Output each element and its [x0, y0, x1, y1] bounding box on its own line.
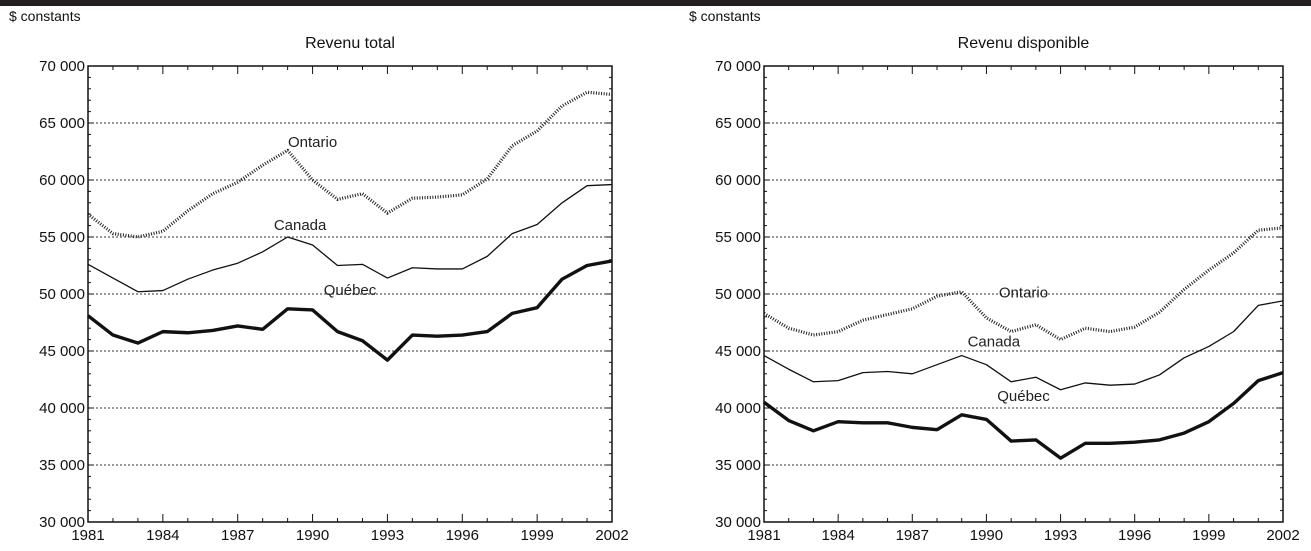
series-label: Ontario	[999, 284, 1048, 301]
y-tick-label: 45 000	[715, 343, 761, 360]
x-tick-label: 1999	[520, 527, 553, 544]
chart-panel-revenu-disponible: $ constants Revenu disponible 30 000 35 000…	[680, 0, 1311, 546]
series-label: Canada	[274, 217, 327, 234]
chart-panel-revenu-total: $ constants Revenu total 30 000 35 000 40 00…	[0, 0, 640, 546]
series-label: Québec	[324, 282, 377, 299]
series-line-canada	[87, 183, 613, 293]
y-tick-label: 60 000	[715, 172, 761, 189]
series-line-qubec	[762, 371, 1284, 460]
x-tick-label: 1984	[146, 527, 179, 544]
chart-revenu-total: $ constants Revenu total 30 000 35 000 40 00…	[9, 8, 629, 544]
x-tick-label: 2002	[1266, 527, 1299, 544]
top-bar	[0, 0, 1311, 6]
x-tick-label: 1996	[446, 527, 479, 544]
y-tick-label: 65 000	[715, 115, 761, 132]
y-tick-label: 70 000	[39, 58, 85, 75]
y-tick-label: 55 000	[715, 229, 761, 246]
y-tick-label: 70 000	[715, 58, 761, 75]
x-tick-label: 1996	[1118, 527, 1151, 544]
x-tick-label: 1981	[747, 527, 780, 544]
chart-revenu-disponible: $ constants Revenu disponible 30 000 35 000…	[689, 8, 1300, 544]
y-tick-label: 60 000	[39, 172, 85, 189]
x-tick-label: 1999	[1192, 527, 1225, 544]
x-tick-label: 1987	[221, 527, 254, 544]
x-tick-label: 1993	[371, 527, 404, 544]
series-label: Canada	[968, 333, 1021, 350]
series-line-qubec	[86, 259, 613, 362]
series-label: Ontario	[288, 134, 337, 151]
y-tick-label: 65 000	[39, 115, 85, 132]
y-tick-label: 55 000	[39, 229, 85, 246]
series-line-canada	[763, 300, 1284, 391]
y-tick-label: 35 000	[39, 457, 85, 474]
y-tick-label: 40 000	[39, 400, 85, 417]
y-tick-label: 30 000	[39, 514, 85, 531]
chart-title: Revenu total	[305, 35, 395, 52]
y-tick-label: 40 000	[715, 400, 761, 417]
x-tick-label: 1990	[970, 527, 1003, 544]
series-label: Québec	[997, 388, 1050, 405]
y-tick-label: 50 000	[715, 286, 761, 303]
y-tick-label: 50 000	[39, 286, 85, 303]
y-tick-label: 45 000	[39, 343, 85, 360]
x-tick-label: 1987	[896, 527, 929, 544]
x-tick-label: 1984	[821, 527, 854, 544]
y-unit-label: $ constants	[689, 8, 761, 24]
y-unit-label: $ constants	[9, 8, 81, 24]
chart-title: Revenu disponible	[958, 35, 1090, 52]
x-tick-label: 1990	[296, 527, 329, 544]
x-tick-label: 2002	[595, 527, 628, 544]
series-line-ontario	[87, 90, 613, 239]
x-tick-label: 1993	[1044, 527, 1077, 544]
x-tick-label: 1981	[71, 527, 104, 544]
y-tick-label: 30 000	[715, 514, 761, 531]
y-tick-label: 35 000	[715, 457, 761, 474]
series-line-ontario	[763, 226, 1284, 342]
